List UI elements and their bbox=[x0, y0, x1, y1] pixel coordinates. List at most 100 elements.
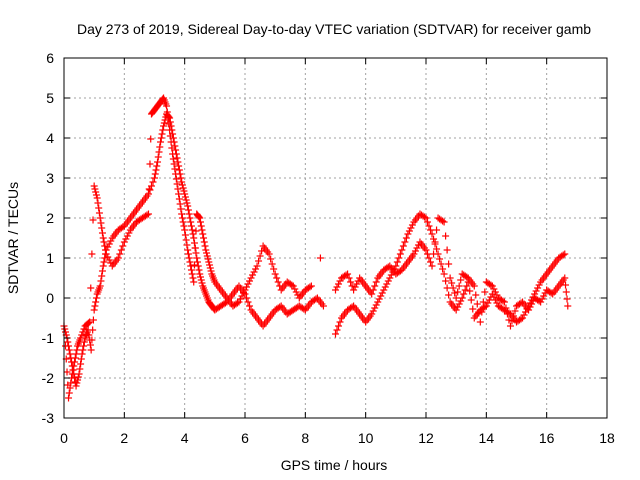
data-point-interp bbox=[252, 265, 260, 273]
data-point-interp bbox=[354, 277, 362, 285]
data-point-interp bbox=[255, 257, 263, 265]
y-tick-labels: -3 -2 -1 0 1 2 3 4 5 6 bbox=[42, 50, 55, 426]
y-tick-label: -1 bbox=[42, 330, 55, 346]
data-point-interp bbox=[169, 155, 177, 163]
data-point-interp bbox=[532, 287, 540, 295]
data-point-interp bbox=[547, 289, 555, 297]
data-point-interp bbox=[336, 277, 344, 285]
data-point bbox=[428, 262, 436, 270]
data-point bbox=[440, 218, 448, 226]
data-point-interp bbox=[448, 279, 456, 287]
data-point-interp bbox=[155, 148, 163, 156]
data-point bbox=[205, 258, 213, 266]
data-point-interp bbox=[399, 242, 407, 250]
data-point-interp bbox=[149, 178, 157, 186]
data-point-interp bbox=[98, 267, 106, 275]
data-point-interp bbox=[508, 317, 516, 325]
data-point bbox=[169, 150, 177, 158]
data-point-interp bbox=[173, 180, 181, 188]
data-point bbox=[458, 294, 466, 302]
data-point-interp bbox=[203, 252, 211, 260]
data-point-interp bbox=[193, 258, 201, 266]
data-point-interp bbox=[431, 238, 439, 246]
data-point bbox=[190, 278, 198, 286]
data-point-interp bbox=[189, 230, 197, 238]
data-point-interp bbox=[88, 336, 96, 344]
x-axis-title: GPS time / hours bbox=[281, 457, 388, 473]
y-tick-label: 1 bbox=[46, 250, 54, 266]
data-point-interp bbox=[165, 120, 173, 128]
data-point-interp bbox=[145, 185, 153, 193]
data-point-interp bbox=[449, 284, 457, 292]
data-point-interp bbox=[427, 258, 435, 266]
data-point bbox=[422, 246, 430, 254]
data-point bbox=[422, 214, 430, 222]
data-point-interp bbox=[256, 252, 264, 260]
data-point bbox=[265, 250, 273, 258]
data-point bbox=[440, 270, 448, 278]
data-point-interp bbox=[384, 277, 392, 285]
data-point bbox=[75, 370, 83, 378]
data-point-interp bbox=[89, 316, 97, 324]
data-point-interp bbox=[88, 250, 96, 258]
data-point-interp bbox=[172, 175, 180, 183]
data-point-interp bbox=[63, 368, 71, 376]
data-point-interp bbox=[188, 226, 196, 234]
data-point-interp bbox=[71, 354, 79, 362]
data-point-interp bbox=[119, 242, 127, 250]
data-point bbox=[350, 286, 358, 294]
data-point-interp bbox=[491, 288, 499, 296]
data-point-interp bbox=[180, 222, 188, 230]
data-point-interp bbox=[179, 184, 187, 192]
data-point bbox=[374, 298, 382, 306]
data-point-interp bbox=[91, 302, 99, 310]
data-point-interp bbox=[178, 181, 186, 189]
data-point bbox=[368, 310, 376, 318]
data-point-interp bbox=[451, 289, 459, 297]
data-point bbox=[561, 250, 569, 258]
data-point-interp bbox=[62, 328, 70, 336]
data-point-interp bbox=[89, 326, 97, 334]
data-point bbox=[289, 282, 297, 290]
data-point-interp bbox=[393, 258, 401, 266]
data-point-interp bbox=[69, 366, 77, 374]
x-tick-label: 14 bbox=[479, 430, 495, 446]
data-point bbox=[65, 394, 73, 402]
data-point bbox=[77, 334, 85, 342]
grid bbox=[64, 58, 607, 418]
x-tick-label: 2 bbox=[120, 430, 128, 446]
data-point-interp bbox=[197, 276, 205, 284]
data-point-interp bbox=[105, 240, 113, 248]
data-point-interp bbox=[250, 268, 258, 276]
data-point-interp bbox=[443, 246, 451, 254]
data-point-interp bbox=[195, 266, 203, 274]
data-point-interp bbox=[146, 160, 154, 168]
y-tick-label: 3 bbox=[46, 170, 54, 186]
data-point-interp bbox=[85, 319, 93, 327]
data-point-interp bbox=[80, 342, 88, 350]
data-point bbox=[99, 262, 107, 270]
data-point-interp bbox=[291, 285, 299, 293]
data-point bbox=[71, 358, 79, 366]
data-point-interp bbox=[463, 282, 471, 290]
data-point bbox=[452, 306, 460, 314]
data-point-interp bbox=[65, 389, 73, 397]
data-point-interp bbox=[173, 154, 181, 162]
data-point-interp bbox=[70, 362, 78, 370]
data-point-interp bbox=[454, 303, 462, 311]
data-point bbox=[184, 246, 192, 254]
data-point-interp bbox=[192, 227, 200, 235]
data-point-interp bbox=[182, 236, 190, 244]
data-point-interp bbox=[164, 114, 172, 122]
data-point-interp bbox=[92, 191, 100, 199]
data-point-interp bbox=[505, 316, 513, 324]
y-axis-title: SDTVAR / TECUs bbox=[5, 182, 21, 294]
data-point-interp bbox=[455, 300, 463, 308]
data-point bbox=[166, 126, 174, 134]
data-point-interp bbox=[159, 126, 167, 134]
data-point bbox=[519, 314, 527, 322]
data-point-interp bbox=[201, 242, 209, 250]
data-point-interp bbox=[233, 299, 241, 307]
data-point-interp bbox=[288, 281, 296, 289]
data-point bbox=[398, 246, 406, 254]
